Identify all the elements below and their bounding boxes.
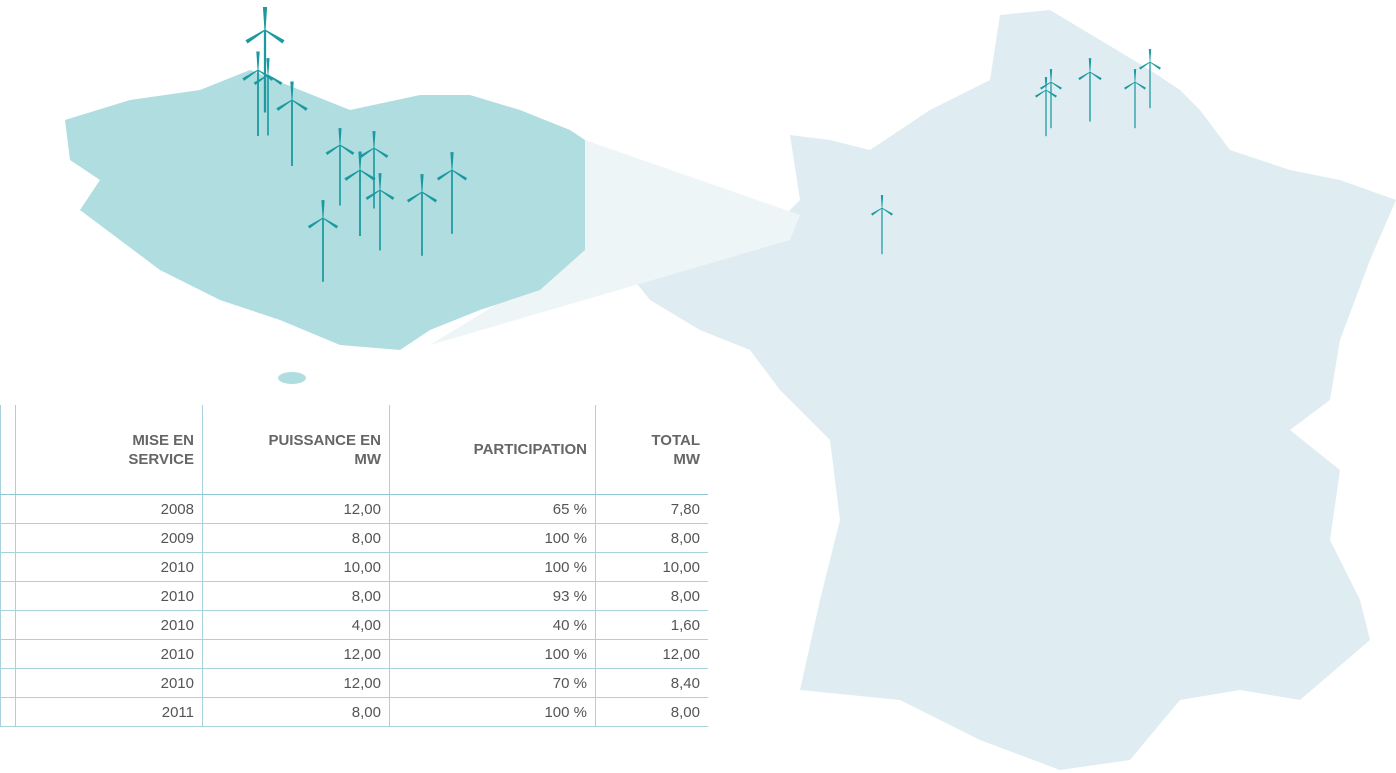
cell: 2010 [15,639,203,669]
header-row: MISE EN SERVICE PUISSANCE EN MW PARTICIPAT… [0,405,708,495]
cell: 12,00 [202,668,390,698]
cell: 40 % [389,610,596,640]
cell [0,697,16,727]
cell: 100 % [389,523,596,553]
cell [0,610,16,640]
table-row: 2009 8,00 100 % 8,00 [0,523,708,553]
cell: 4,00 [202,610,390,640]
cell [0,552,16,582]
cell: 7,80 [595,494,708,524]
cell [0,523,16,553]
cell: 100 % [389,552,596,582]
cell: 8,00 [202,581,390,611]
cell: 8,00 [202,523,390,553]
cell: 8,00 [595,523,708,553]
cell: 8,00 [202,697,390,727]
cell: 10,00 [202,552,390,582]
header-cell [0,405,16,495]
table-row: 2010 8,00 93 % 8,00 [0,581,708,611]
france [610,10,1396,770]
cell: 100 % [389,639,596,669]
brittany [65,70,585,350]
data-table: MISE EN SERVICE PUISSANCE EN MW PARTICIPAT… [0,405,708,727]
header-cell: MISE EN SERVICE [15,405,203,495]
header-cell: PUISSANCE EN MW [202,405,390,495]
table-row: 2010 4,00 40 % 1,60 [0,610,708,640]
table-row: 2010 12,00 70 % 8,40 [0,668,708,698]
cell: 2010 [15,552,203,582]
cell: 2011 [15,697,203,727]
cell: 100 % [389,697,596,727]
table-body: 2008 12,00 65 % 7,80 2009 8,00 100 % 8,00 2010 10… [0,494,708,727]
table-row: 2008 12,00 65 % 7,80 [0,494,708,524]
table-row: 2010 10,00 100 % 10,00 [0,552,708,582]
cell: 10,00 [595,552,708,582]
cell: 2010 [15,668,203,698]
cell [0,581,16,611]
cell: 1,60 [595,610,708,640]
cell [0,668,16,698]
cell: 2009 [15,523,203,553]
cell: 2010 [15,581,203,611]
cell: 12,00 [202,494,390,524]
cell: 65 % [389,494,596,524]
cell [0,639,16,669]
cell: 2010 [15,610,203,640]
cell: 2008 [15,494,203,524]
table-row: 2011 8,00 100 % 8,00 [0,697,708,727]
cell: 12,00 [595,639,708,669]
cell: 93 % [389,581,596,611]
header-cell: TOTAL MW [595,405,708,495]
cell: 12,00 [202,639,390,669]
header-cell: PARTICIPATION [389,405,596,495]
island [278,372,306,384]
table-row: 2010 12,00 100 % 12,00 [0,639,708,669]
cell: 8,40 [595,668,708,698]
cell [0,494,16,524]
cell: 8,00 [595,581,708,611]
cell: 8,00 [595,697,708,727]
cell: 70 % [389,668,596,698]
